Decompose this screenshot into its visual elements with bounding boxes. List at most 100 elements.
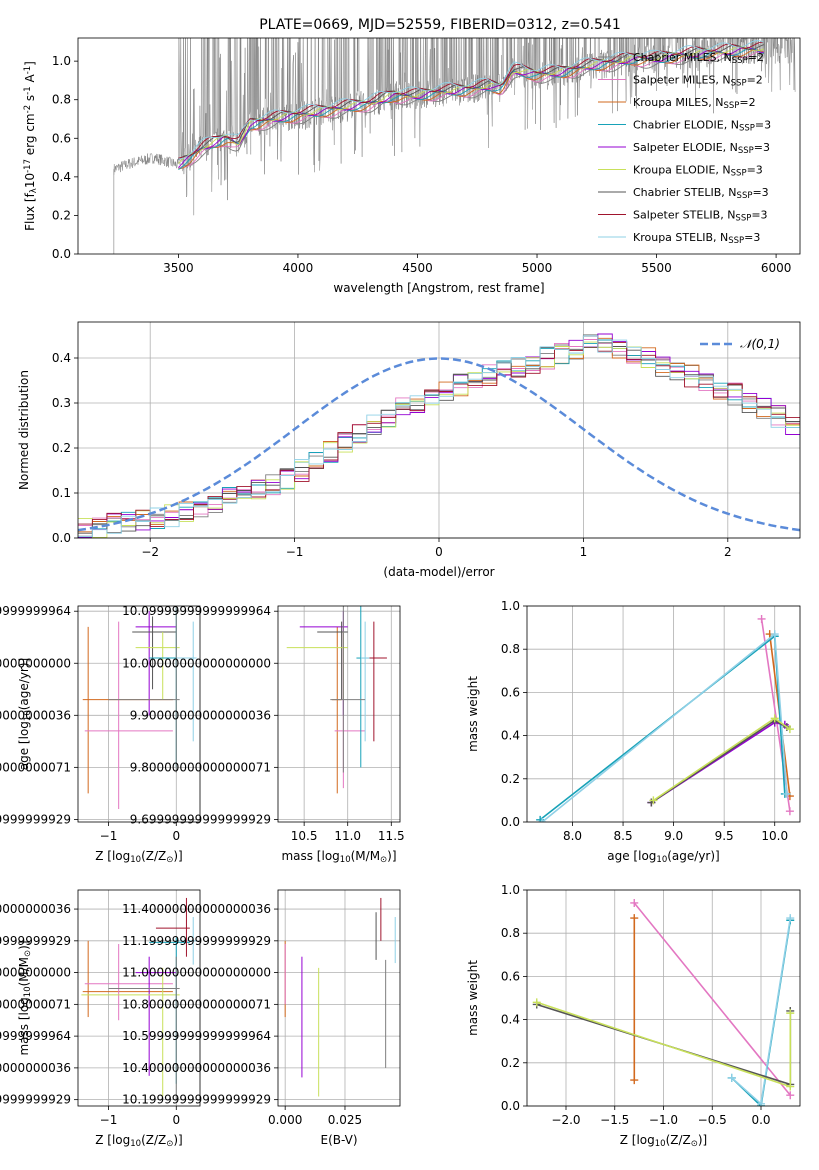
y-tick-label: 0.4 xyxy=(501,729,520,743)
weight-marker xyxy=(770,714,779,723)
y-tick-label: 10.40000000000000036 xyxy=(122,1061,271,1075)
x-tick-label: 5000 xyxy=(522,261,553,275)
y-tick-label: 1.0 xyxy=(52,54,71,68)
y-tick-label: 0.8 xyxy=(501,926,520,940)
y-tick-label: 9.90000000000000036 xyxy=(130,708,271,722)
weight-marker xyxy=(785,725,794,734)
x-tick-label: 4500 xyxy=(402,261,433,275)
x-tick-label: 9.5 xyxy=(715,829,734,843)
y-tick-label: 10.19999999999999929 xyxy=(0,1093,71,1107)
weight-marker xyxy=(770,630,779,639)
legend-label-5: Salpeter ELODIE, NSSP=3 xyxy=(633,141,770,156)
y-axis-label: Flux [fλ10-17 erg cm-2 s-1 A-1] xyxy=(23,61,39,231)
plot-area xyxy=(113,38,796,254)
figure-title: PLATE=0669, MJD=52559, FIBERID=0312, z=0… xyxy=(259,17,621,33)
y-tick-label: 0.0 xyxy=(52,531,71,545)
weight-marker xyxy=(727,1073,736,1082)
y-tick-label: 10.09999999999999964 xyxy=(122,604,271,618)
axes-frame xyxy=(77,321,801,539)
x-axis-label: E(B-V) xyxy=(320,1133,357,1147)
y-tick-label: 0.2 xyxy=(501,1056,520,1070)
x-axis-label: Z [log10(Z/Z⊙)] xyxy=(620,1133,708,1149)
y-tick-label: 0.6 xyxy=(501,969,520,983)
panel-ebv-mass: 0.000 0.025 10.19999999999999929 10.4000000… xyxy=(122,889,401,1147)
panels: 3500 4000 4500 5000 5500 6000 0.0 0.2 0.4 0.6 0.8 1… xyxy=(0,37,801,1149)
y-tick-label: 9.69999999999999929 xyxy=(0,812,71,826)
legend-label-9: Kroupa STELIB, NSSP=3 xyxy=(633,231,760,246)
axes-frame xyxy=(526,605,801,823)
y-tick-label: 0.2 xyxy=(52,208,71,222)
x-axis-label: Z [log10(Z/Z⊙)] xyxy=(95,1133,183,1149)
axes-frame xyxy=(77,37,801,255)
y-tick-label: 10.00000000000000000 xyxy=(122,656,271,670)
residual-histogram-6 xyxy=(78,341,800,538)
y-tick-label: 0.0 xyxy=(501,1099,520,1113)
x-tick-label: 0 xyxy=(172,829,180,843)
residual-histogram-3 xyxy=(78,337,800,533)
y-tick-label: 10.59999999999999964 xyxy=(122,1029,271,1043)
y-tick-label: 10.40000000000000036 xyxy=(0,1061,71,1075)
axes-frame xyxy=(526,889,801,1107)
residual-histogram-9 xyxy=(78,335,800,537)
y-tick-label: 9.80000000000000071 xyxy=(0,760,71,774)
panel-age-weight: 8.0 8.5 9.0 9.5 10.0 0.0 0.2 0.4 0.6 0.8 1.0 age [l… xyxy=(466,599,801,865)
x-tick-label: −1 xyxy=(100,829,118,843)
y-tick-label: 0.0 xyxy=(501,815,520,829)
legend-label-6: Kroupa ELODIE, NSSP=3 xyxy=(633,164,763,179)
y-tick-label: 1.0 xyxy=(501,883,520,897)
plot-area xyxy=(81,897,197,1100)
legend-label-normal: 𝒩(0,1) xyxy=(740,337,780,351)
y-tick-label: 10.80000000000000071 xyxy=(122,997,271,1011)
y-tick-label: 0.2 xyxy=(501,772,520,786)
y-tick-label: 0.4 xyxy=(52,351,71,365)
y-tick-label: 11.19999999999999929 xyxy=(0,934,71,948)
model-line-1 xyxy=(178,52,764,169)
legend-label-2: Salpeter MILES, NSSP=2 xyxy=(633,74,763,89)
x-tick-label: 10.0 xyxy=(761,829,788,843)
y-tick-label: 10.09999999999999964 xyxy=(0,604,71,618)
weight-marker xyxy=(630,898,639,907)
weight-marker xyxy=(538,818,547,822)
weight-marker xyxy=(785,807,794,816)
x-tick-label: −1 xyxy=(286,545,304,559)
plot-area xyxy=(532,898,795,1106)
y-tick-label: 11.40000000000000036 xyxy=(0,902,71,916)
x-axis-label: wavelength [Angstrom, rest frame] xyxy=(333,281,544,295)
weight-marker xyxy=(757,614,766,623)
x-tick-label: 1 xyxy=(580,545,588,559)
x-tick-label: 10.5 xyxy=(291,829,318,843)
y-axis-label: Normed distribution xyxy=(17,370,31,490)
x-tick-label: 8.0 xyxy=(563,829,582,843)
weight-marker xyxy=(786,1082,795,1091)
observed-spectrum-line xyxy=(113,38,796,216)
axes-frame xyxy=(77,605,201,823)
panel-z-mass: −1 0 10.19999999999999929 10.40000000000000… xyxy=(0,889,201,1149)
panel-mass-age: 10.5 11.0 11.5 9.69999999999999929 9.8000000… xyxy=(122,604,405,865)
plot-area xyxy=(284,897,396,1097)
panel-spectrum: 3500 4000 4500 5000 5500 6000 0.0 0.2 0.4 0.6 0.8 1… xyxy=(23,37,801,295)
y-tick-label: 10.80000000000000071 xyxy=(0,997,71,1011)
y-tick-label: 11.40000000000000036 xyxy=(122,902,271,916)
y-tick-label: 0.0 xyxy=(52,247,71,261)
weight-marker xyxy=(630,914,639,923)
x-tick-label: −1 xyxy=(100,1113,118,1127)
y-tick-label: 11.19999999999999929 xyxy=(122,934,271,948)
x-tick-label: 2 xyxy=(724,545,732,559)
y-axis-label: mass weight xyxy=(466,960,480,1036)
weight-line-3 xyxy=(539,634,786,821)
y-tick-label: 0.6 xyxy=(52,131,71,145)
x-tick-label: −2.0 xyxy=(551,1113,580,1127)
y-tick-label: 11.00000000000000000 xyxy=(0,966,71,980)
weight-marker xyxy=(630,1076,639,1085)
residual-histogram-4 xyxy=(78,339,800,538)
x-axis-label: (data-model)/error xyxy=(383,565,494,579)
weight-marker xyxy=(786,1009,795,1018)
y-tick-label: 0.6 xyxy=(501,685,520,699)
x-tick-label: 6000 xyxy=(761,261,792,275)
x-tick-label: 0.025 xyxy=(328,1113,362,1127)
y-tick-label: 9.80000000000000071 xyxy=(130,760,271,774)
y-tick-label: 0.8 xyxy=(501,642,520,656)
x-axis-label: mass [log10(M/M⊙)] xyxy=(281,849,396,865)
weight-marker xyxy=(786,1091,795,1100)
x-tick-label: 0.0 xyxy=(751,1113,770,1127)
